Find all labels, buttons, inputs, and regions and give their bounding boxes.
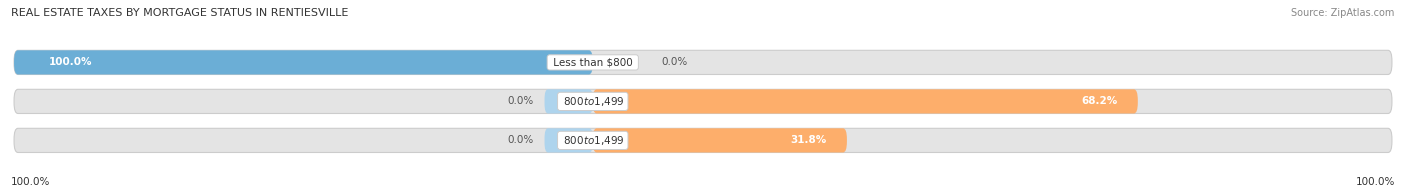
Text: 0.0%: 0.0% (508, 96, 533, 106)
Text: 68.2%: 68.2% (1081, 96, 1118, 106)
Text: 0.0%: 0.0% (662, 57, 688, 67)
Text: 0.0%: 0.0% (508, 135, 533, 145)
FancyBboxPatch shape (14, 50, 593, 74)
Text: REAL ESTATE TAXES BY MORTGAGE STATUS IN RENTIESVILLE: REAL ESTATE TAXES BY MORTGAGE STATUS IN … (11, 8, 349, 18)
Text: 31.8%: 31.8% (790, 135, 827, 145)
Text: $800 to $1,499: $800 to $1,499 (560, 134, 626, 147)
FancyBboxPatch shape (544, 128, 593, 152)
FancyBboxPatch shape (14, 128, 1392, 152)
Text: Less than $800: Less than $800 (550, 57, 636, 67)
FancyBboxPatch shape (593, 128, 846, 152)
FancyBboxPatch shape (14, 50, 1392, 74)
FancyBboxPatch shape (14, 89, 1392, 113)
Text: Source: ZipAtlas.com: Source: ZipAtlas.com (1291, 8, 1395, 18)
Text: 100.0%: 100.0% (1355, 177, 1395, 187)
Text: 100.0%: 100.0% (48, 57, 91, 67)
FancyBboxPatch shape (593, 89, 1137, 113)
FancyBboxPatch shape (544, 89, 593, 113)
Text: $800 to $1,499: $800 to $1,499 (560, 95, 626, 108)
Text: 100.0%: 100.0% (11, 177, 51, 187)
